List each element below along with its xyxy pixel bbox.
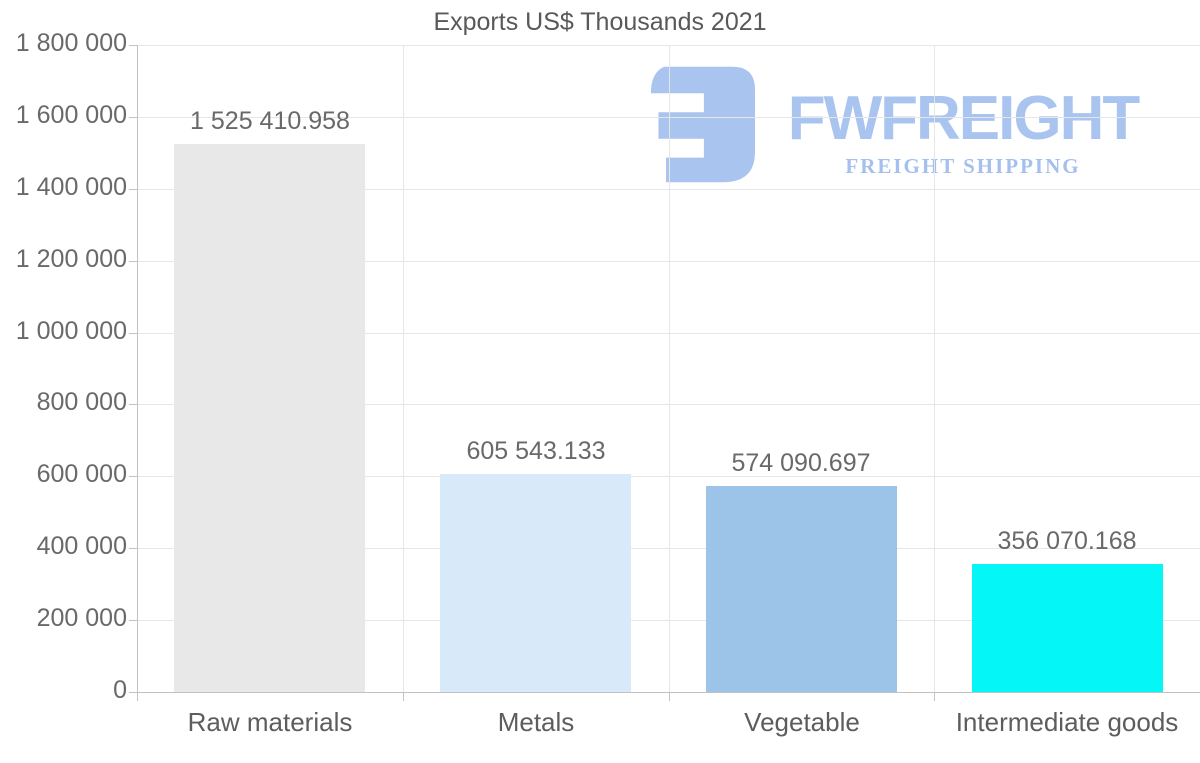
gridline-v: [403, 45, 404, 692]
x-axis-tick: [403, 692, 404, 701]
gridline-h: [137, 548, 1200, 549]
y-axis-tick: [129, 692, 137, 693]
chart-title: Exports US$ Thousands 2021: [433, 8, 767, 36]
bar[interactable]: [440, 474, 631, 692]
y-axis-tick: [129, 261, 137, 262]
bar[interactable]: [706, 486, 897, 692]
gridline-h: [137, 404, 1200, 405]
y-tick-label: 1 600 000: [15, 101, 127, 129]
y-tick-label: 1 200 000: [15, 245, 127, 273]
y-axis-tick: [129, 620, 137, 621]
bar-value-label: 1 525 410.958: [190, 107, 350, 135]
bar[interactable]: [972, 564, 1163, 692]
gridline-h: [137, 117, 1200, 118]
gridline-h: [137, 261, 1200, 262]
gridline-h: [137, 476, 1200, 477]
y-axis-line: [137, 45, 138, 701]
y-tick-label: 800 000: [36, 388, 127, 416]
y-axis-tick: [129, 404, 137, 405]
x-axis-tick: [669, 692, 670, 701]
x-category-label: Raw materials: [187, 707, 353, 737]
gridline-h: [137, 189, 1200, 190]
fwfreight-wordmark: FWFREIGHT: [787, 84, 1141, 153]
y-axis-tick: [129, 476, 137, 477]
bar-value-label: 356 070.168: [997, 527, 1137, 555]
y-tick-label: 1 800 000: [15, 29, 127, 57]
x-category-label: Metals: [497, 707, 575, 737]
gridline-v: [934, 45, 935, 692]
x-category-label: Intermediate goods: [955, 707, 1179, 737]
y-tick-label: 1 400 000: [15, 173, 127, 201]
y-axis-tick: [129, 45, 137, 46]
gridline-h: [137, 333, 1200, 334]
y-tick-label: 1 000 000: [15, 317, 127, 345]
gridline-h: [137, 45, 1200, 46]
gridline-h: [137, 620, 1200, 621]
y-tick-label: 200 000: [36, 604, 127, 632]
fwfreight-tagline: FREIGHT SHIPPING: [845, 154, 1081, 178]
bar-value-label: 605 543.133: [466, 437, 606, 465]
gridline-v: [669, 45, 670, 692]
bar[interactable]: [174, 144, 365, 692]
bar-value-label: 574 090.697: [731, 449, 871, 477]
x-category-label: Vegetable: [744, 707, 860, 737]
x-axis-tick: [934, 692, 935, 701]
y-tick-label: 400 000: [36, 532, 127, 560]
y-axis-tick: [129, 333, 137, 334]
y-axis-tick: [129, 548, 137, 549]
y-axis-tick: [129, 189, 137, 190]
y-tick-label: 600 000: [36, 460, 127, 488]
y-axis-tick: [129, 117, 137, 118]
fwfreight-logo: FWFREIGHT FREIGHT SHIPPING: [649, 64, 1159, 189]
gridline-h: [137, 692, 1200, 693]
y-tick-label: 0: [113, 676, 127, 704]
fwfreight-logo-icon: [650, 66, 755, 183]
